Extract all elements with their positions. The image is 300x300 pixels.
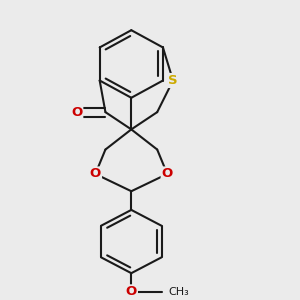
Text: CH₃: CH₃ bbox=[169, 287, 189, 297]
Text: O: O bbox=[71, 106, 82, 118]
Text: O: O bbox=[162, 167, 173, 181]
Text: O: O bbox=[126, 285, 137, 298]
Text: S: S bbox=[168, 74, 178, 87]
Text: O: O bbox=[90, 167, 101, 181]
